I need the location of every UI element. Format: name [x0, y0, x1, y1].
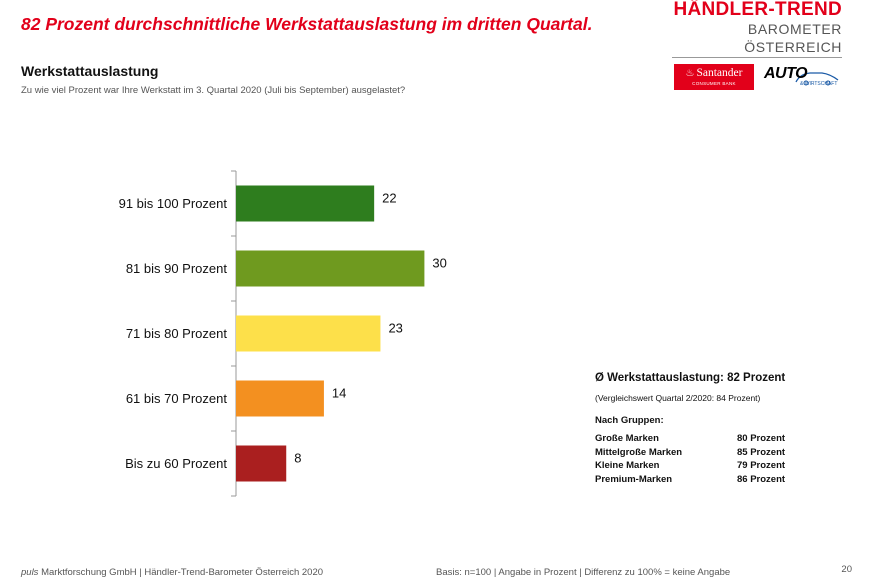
bar [236, 250, 425, 287]
auto-name: AUTO [764, 65, 808, 82]
category-label: Bis zu 60 Prozent [125, 456, 227, 471]
chart-title: Werkstattauslastung [21, 63, 159, 79]
group-value: 86 Prozent [737, 473, 786, 485]
footer-company-italic: puls [21, 567, 39, 578]
car-icon [795, 72, 839, 86]
group-value: 80 Prozent [737, 433, 786, 444]
group-row: Kleine Marken 79 Prozent [595, 459, 825, 473]
group-value: 79 Prozent [737, 460, 786, 471]
footer-basis: Basis: n=100 | Angabe in Prozent | Diffe… [436, 567, 731, 578]
page-number: 20 [841, 564, 852, 575]
brand-title: HÄNDLER-TREND [673, 0, 842, 20]
group-row: Premium-Marken 86 Prozent [595, 473, 825, 487]
santander-sub: CONSUMER BANK [692, 80, 736, 86]
footer-company: Marktforschung GmbH | Händler-Trend-Baro… [38, 567, 324, 578]
chart-question: Zu wie viel Prozent war Ihre Werkstatt i… [21, 85, 406, 96]
average-headline: Ø Werkstattauslastung: 82 Prozent [595, 372, 786, 384]
data-label: 8 [294, 451, 301, 466]
group-name: Große Marken [595, 433, 659, 444]
brand-divider [672, 57, 842, 58]
group-name: Kleine Marken [595, 460, 660, 471]
auto-sub: & WIRTSCHAFT [800, 81, 838, 87]
group-value: 85 Prozent [737, 446, 786, 458]
comparison-note: (Vergleichswert Quartal 2/2020: 84 Proze… [595, 393, 761, 403]
group-name: Mittelgroße Marken [595, 446, 683, 458]
bar [236, 445, 287, 482]
bar [236, 185, 375, 222]
data-label: 22 [382, 191, 396, 206]
flame-icon: ♨ [685, 67, 695, 79]
category-label: 71 bis 80 Prozent [126, 326, 228, 341]
data-label: 30 [432, 256, 446, 271]
santander-logo: ♨ Santander CONSUMER BANK [674, 64, 754, 90]
group-list: Große Marken 80 Prozent Mittelgroße Mark… [595, 432, 825, 486]
brand-subtitle: BAROMETER ÖSTERREICH [744, 21, 842, 55]
bar [236, 315, 381, 352]
partner-logos: ♨ Santander CONSUMER BANK AUTO & WIRTSCH… [672, 64, 842, 90]
page-headline: 82 Prozent durchschnittliche Werkstattau… [21, 14, 593, 34]
group-row: Große Marken 80 Prozent [595, 432, 825, 446]
footer-source: puls Marktforschung GmbH | Händler-Trend… [21, 567, 323, 578]
summary-box: Ø Werkstattauslastung: 82 Prozent (Vergl… [595, 372, 825, 486]
data-label: 14 [332, 386, 346, 401]
category-label: 61 bis 70 Prozent [126, 391, 228, 406]
santander-name: Santander [696, 67, 743, 79]
groups-title: Nach Gruppen: [595, 415, 664, 426]
brand-block: HÄNDLER-TREND BAROMETER ÖSTERREICH ♨ San… [672, 0, 842, 90]
group-row: Mittelgroße Marken 85 Prozent [595, 446, 825, 460]
category-label: 81 bis 90 Prozent [126, 261, 228, 276]
category-label: 91 bis 100 Prozent [119, 196, 228, 211]
data-label: 23 [388, 321, 402, 336]
auto-wirtschaft-logo: AUTO & WIRTSCHAFT [760, 64, 842, 90]
group-name: Premium-Marken [595, 473, 673, 485]
bar [236, 380, 324, 417]
